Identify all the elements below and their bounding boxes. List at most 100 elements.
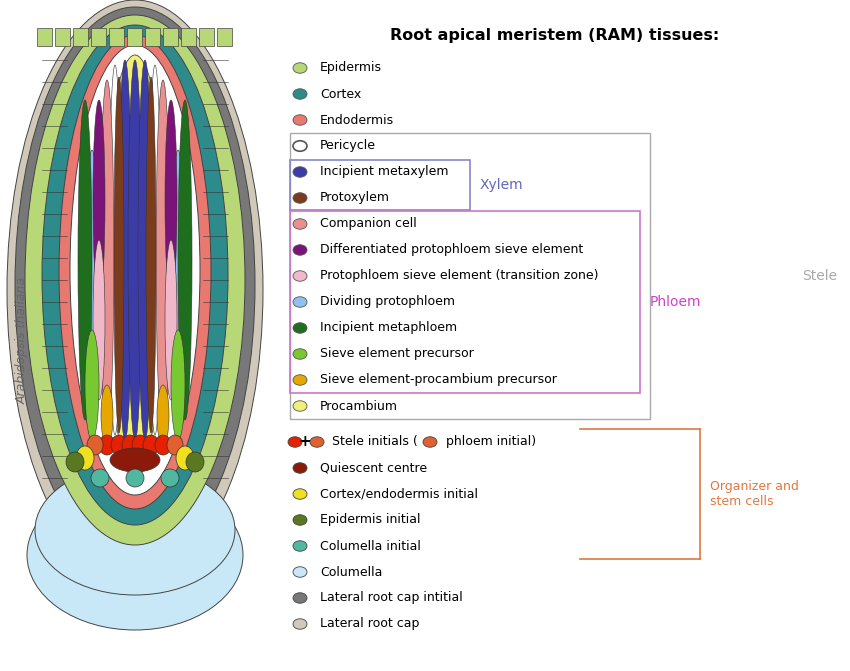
Ellipse shape xyxy=(93,100,105,300)
Ellipse shape xyxy=(293,463,307,473)
Ellipse shape xyxy=(293,592,307,603)
Ellipse shape xyxy=(138,60,152,440)
Text: Columella: Columella xyxy=(320,566,382,578)
Ellipse shape xyxy=(25,15,245,545)
Ellipse shape xyxy=(161,469,179,487)
Ellipse shape xyxy=(293,141,307,151)
Ellipse shape xyxy=(293,374,307,385)
Bar xyxy=(290,133,650,419)
Bar xyxy=(55,28,70,46)
Ellipse shape xyxy=(186,452,204,472)
Ellipse shape xyxy=(101,385,113,445)
Ellipse shape xyxy=(42,25,228,525)
Ellipse shape xyxy=(293,245,307,255)
Text: Sieve element precursor: Sieve element precursor xyxy=(320,348,473,360)
Ellipse shape xyxy=(310,437,324,448)
Text: Lateral root cap: Lateral root cap xyxy=(320,617,419,631)
Ellipse shape xyxy=(93,240,105,400)
Ellipse shape xyxy=(293,567,307,577)
Bar xyxy=(181,28,196,46)
Text: Cortex: Cortex xyxy=(320,87,361,101)
Ellipse shape xyxy=(288,437,302,448)
Ellipse shape xyxy=(178,100,192,420)
Text: Root apical meristem (RAM) tissues:: Root apical meristem (RAM) tissues: xyxy=(390,28,720,43)
Ellipse shape xyxy=(110,448,160,472)
Ellipse shape xyxy=(111,435,127,455)
Ellipse shape xyxy=(293,297,307,307)
Ellipse shape xyxy=(155,435,171,455)
Ellipse shape xyxy=(293,219,307,229)
Ellipse shape xyxy=(85,150,99,430)
Ellipse shape xyxy=(128,60,142,440)
Bar xyxy=(290,211,640,393)
Ellipse shape xyxy=(126,469,144,487)
Ellipse shape xyxy=(66,452,84,472)
Text: Endodermis: Endodermis xyxy=(320,113,394,127)
Ellipse shape xyxy=(27,480,243,630)
Text: Protoxylem: Protoxylem xyxy=(320,191,390,205)
Ellipse shape xyxy=(91,469,109,487)
Ellipse shape xyxy=(100,80,114,430)
Text: +: + xyxy=(298,435,311,450)
Text: Lateral root cap intitial: Lateral root cap intitial xyxy=(320,592,462,605)
Ellipse shape xyxy=(171,150,185,430)
Ellipse shape xyxy=(70,45,200,495)
Ellipse shape xyxy=(118,60,132,440)
Ellipse shape xyxy=(59,35,211,509)
Ellipse shape xyxy=(149,65,161,435)
Text: Cortex/endodermis initial: Cortex/endodermis initial xyxy=(320,488,478,501)
Bar xyxy=(145,28,160,46)
Ellipse shape xyxy=(293,619,307,629)
Text: Incipient metaxylem: Incipient metaxylem xyxy=(320,166,449,178)
Text: Arabidopsis thaliana: Arabidopsis thaliana xyxy=(15,276,29,403)
Text: Phloem: Phloem xyxy=(650,295,701,309)
Ellipse shape xyxy=(293,515,307,525)
Ellipse shape xyxy=(109,65,121,435)
Ellipse shape xyxy=(122,435,138,455)
Ellipse shape xyxy=(176,446,194,470)
Text: Sieve element-procambium precursor: Sieve element-procambium precursor xyxy=(320,374,557,386)
Ellipse shape xyxy=(423,437,437,448)
Bar xyxy=(37,28,52,46)
Text: Columella initial: Columella initial xyxy=(320,539,421,552)
Ellipse shape xyxy=(76,446,94,470)
Ellipse shape xyxy=(293,488,307,499)
Bar xyxy=(109,28,124,46)
Text: Xylem: Xylem xyxy=(480,178,524,192)
Text: Pericycle: Pericycle xyxy=(320,140,376,152)
Ellipse shape xyxy=(143,435,159,455)
Ellipse shape xyxy=(293,349,307,359)
Text: Protophloem sieve element (transition zone): Protophloem sieve element (transition zo… xyxy=(320,270,598,282)
Text: Organizer and
stem cells: Organizer and stem cells xyxy=(710,480,799,508)
Ellipse shape xyxy=(78,100,92,420)
Ellipse shape xyxy=(156,80,170,430)
Bar xyxy=(163,28,178,46)
Ellipse shape xyxy=(293,63,307,73)
Ellipse shape xyxy=(293,401,307,411)
Ellipse shape xyxy=(15,7,255,563)
Ellipse shape xyxy=(293,271,307,281)
Text: Epidermis: Epidermis xyxy=(320,62,382,74)
Ellipse shape xyxy=(99,435,115,455)
Ellipse shape xyxy=(114,77,124,433)
Bar xyxy=(127,28,142,46)
Ellipse shape xyxy=(293,167,307,177)
Text: Differentiated protophloem sieve element: Differentiated protophloem sieve element xyxy=(320,244,583,256)
Ellipse shape xyxy=(293,89,307,99)
Bar xyxy=(199,28,214,46)
Ellipse shape xyxy=(35,465,235,595)
Ellipse shape xyxy=(293,541,307,552)
Ellipse shape xyxy=(132,435,148,455)
Text: Stele: Stele xyxy=(802,269,837,283)
Ellipse shape xyxy=(85,330,99,440)
Bar xyxy=(290,160,470,210)
Text: Companion cell: Companion cell xyxy=(320,217,416,231)
Ellipse shape xyxy=(293,193,307,203)
Text: Quiescent centre: Quiescent centre xyxy=(320,462,427,474)
Ellipse shape xyxy=(165,100,177,300)
Ellipse shape xyxy=(103,55,167,465)
Ellipse shape xyxy=(146,77,156,433)
Text: Dividing protophloem: Dividing protophloem xyxy=(320,295,455,309)
Bar xyxy=(73,28,88,46)
Ellipse shape xyxy=(87,435,103,455)
